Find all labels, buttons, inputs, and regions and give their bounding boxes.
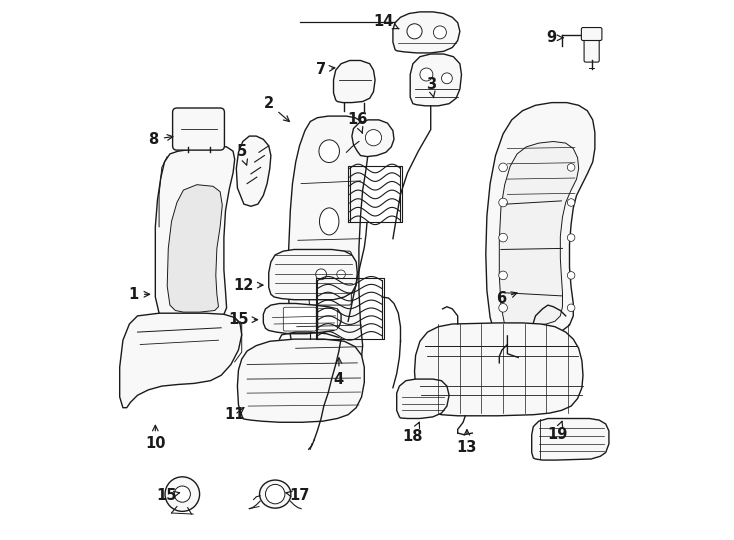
Text: 19: 19 <box>547 421 567 442</box>
Polygon shape <box>236 136 271 206</box>
Text: 2: 2 <box>264 96 289 122</box>
FancyBboxPatch shape <box>283 307 316 331</box>
Text: 15: 15 <box>156 488 180 503</box>
Text: 12: 12 <box>233 278 263 293</box>
Ellipse shape <box>319 208 339 235</box>
Circle shape <box>567 304 575 312</box>
Polygon shape <box>333 60 375 103</box>
Text: 1: 1 <box>128 287 150 302</box>
Polygon shape <box>415 323 583 416</box>
Text: 16: 16 <box>347 112 368 133</box>
Text: 8: 8 <box>148 132 173 147</box>
FancyBboxPatch shape <box>172 108 225 150</box>
Text: 6: 6 <box>496 291 517 306</box>
Circle shape <box>567 164 575 171</box>
Text: 4: 4 <box>334 358 344 387</box>
Polygon shape <box>237 339 364 422</box>
Ellipse shape <box>260 480 291 508</box>
Circle shape <box>174 486 190 502</box>
Text: 9: 9 <box>547 30 563 45</box>
Polygon shape <box>120 313 241 408</box>
Circle shape <box>407 24 422 39</box>
FancyBboxPatch shape <box>584 37 599 62</box>
Circle shape <box>567 234 575 241</box>
Circle shape <box>165 477 200 511</box>
Polygon shape <box>269 249 357 300</box>
Text: 5: 5 <box>236 144 247 165</box>
Polygon shape <box>499 141 578 326</box>
FancyBboxPatch shape <box>581 28 602 40</box>
Text: 18: 18 <box>403 422 423 444</box>
Text: 14: 14 <box>373 14 399 29</box>
Circle shape <box>366 130 382 146</box>
Circle shape <box>442 73 452 84</box>
Circle shape <box>337 270 346 279</box>
Circle shape <box>316 269 327 280</box>
Text: 15: 15 <box>228 312 258 327</box>
Circle shape <box>499 271 507 280</box>
Polygon shape <box>167 185 222 312</box>
Polygon shape <box>396 379 449 418</box>
Polygon shape <box>531 418 609 460</box>
Polygon shape <box>156 146 235 320</box>
FancyBboxPatch shape <box>309 251 352 305</box>
Circle shape <box>499 303 507 312</box>
Ellipse shape <box>319 140 339 163</box>
Text: 17: 17 <box>286 488 310 503</box>
Polygon shape <box>410 54 462 106</box>
Circle shape <box>567 272 575 279</box>
Polygon shape <box>264 303 341 334</box>
Polygon shape <box>486 103 595 338</box>
Circle shape <box>499 163 507 172</box>
Polygon shape <box>288 116 368 363</box>
Polygon shape <box>393 12 460 53</box>
Circle shape <box>499 198 507 207</box>
Text: 11: 11 <box>225 407 245 422</box>
Polygon shape <box>352 120 394 157</box>
Circle shape <box>567 199 575 206</box>
Text: 3: 3 <box>426 77 436 98</box>
Text: 13: 13 <box>457 430 477 455</box>
Circle shape <box>266 484 285 504</box>
Text: 7: 7 <box>316 62 335 77</box>
Circle shape <box>499 233 507 242</box>
Text: 10: 10 <box>145 426 166 451</box>
FancyBboxPatch shape <box>318 308 338 330</box>
Circle shape <box>433 26 446 39</box>
Circle shape <box>420 68 433 81</box>
